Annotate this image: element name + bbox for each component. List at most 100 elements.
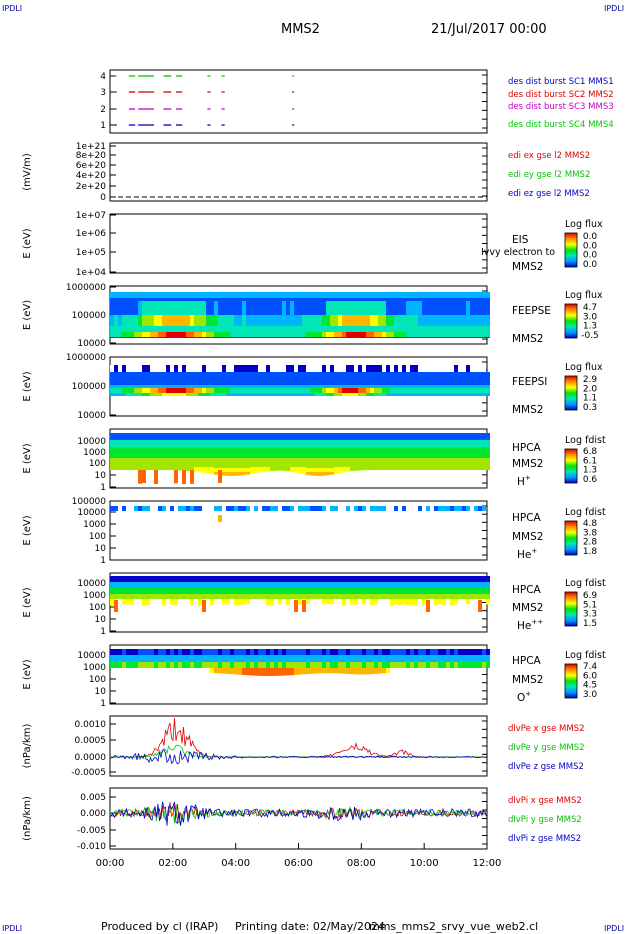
spectrogram-cell xyxy=(406,655,410,662)
spectrogram-cell xyxy=(246,433,250,440)
spectrogram-cell xyxy=(310,298,314,301)
spectrogram-cell xyxy=(214,668,218,674)
spectrogram-cell xyxy=(118,467,122,471)
spectrogram-cell xyxy=(362,292,366,298)
colorbar-tick-label: 1.5 xyxy=(583,619,597,629)
spectrogram-cell xyxy=(266,433,270,440)
spectrogram-cell xyxy=(258,337,262,338)
spectrogram-cell xyxy=(178,458,182,467)
spectrogram-cell xyxy=(398,582,402,588)
spectrogram-cell xyxy=(394,440,398,447)
species-label: O+ xyxy=(517,690,531,704)
spectrogram-cell xyxy=(250,582,254,588)
spectrogram-cell xyxy=(382,301,386,315)
spectrogram-cell xyxy=(446,588,450,594)
spectrogram-cell xyxy=(438,576,442,582)
x-tick-label: 10:00 xyxy=(410,858,439,869)
spectrogram-cell xyxy=(310,649,314,655)
spectrogram-cell xyxy=(154,649,158,655)
spectrogram-cell xyxy=(158,467,162,471)
spectrogram-cell xyxy=(394,447,398,458)
spectrogram-cell xyxy=(398,372,402,385)
spectrogram-cell xyxy=(110,506,114,511)
spectrogram-cell xyxy=(206,433,210,440)
spectrogram-cell xyxy=(114,655,118,662)
spectrogram-cell xyxy=(470,298,474,301)
spectrogram-cell xyxy=(386,662,390,668)
spectrogram-cell xyxy=(458,292,462,298)
spectrogram-cell xyxy=(242,668,246,676)
spectrogram-cell xyxy=(270,372,274,385)
spectrogram-cell xyxy=(150,337,154,338)
spectrogram-cell xyxy=(110,458,114,467)
spectrogram-cell xyxy=(482,301,486,315)
spectrogram-cell xyxy=(154,470,158,484)
spectrogram-cell xyxy=(458,326,462,332)
spectrogram-cell xyxy=(314,458,318,467)
spectrogram-cell xyxy=(430,594,434,599)
spectrogram-cell xyxy=(214,649,218,655)
spectrogram-cell xyxy=(322,315,326,326)
spectrogram-cell xyxy=(402,388,406,393)
spectrogram-cell xyxy=(170,447,174,458)
spectrogram-cell xyxy=(430,315,434,326)
panel-10-ytick-label: -0.005 xyxy=(77,826,106,836)
colorbar-tick-label: 2.0 xyxy=(583,384,598,394)
spectrogram-cell xyxy=(314,433,318,440)
spectrogram-cell xyxy=(406,292,410,298)
spectrogram-cell xyxy=(462,588,466,594)
spectrogram-cell xyxy=(134,588,138,594)
spectrogram-cell xyxy=(426,588,430,594)
spectrogram-cell xyxy=(334,388,338,393)
spectrogram-cell xyxy=(382,298,386,301)
spectrogram-cell xyxy=(262,582,266,588)
spectrogram-cell xyxy=(170,576,174,582)
spectrogram-cell xyxy=(474,292,478,298)
spectrogram-cell xyxy=(394,599,398,605)
spectrogram-cell xyxy=(402,372,406,385)
spectrogram-cell xyxy=(310,337,314,338)
spectrogram-cell xyxy=(486,594,490,599)
spectrogram-cell xyxy=(218,588,222,594)
spectrogram-cell xyxy=(226,433,230,440)
spectrogram-cell xyxy=(290,315,294,326)
spectrogram-cell xyxy=(110,467,114,470)
spectrogram-cell xyxy=(230,458,234,467)
spectrogram-cell xyxy=(390,301,394,315)
spectrogram-cell xyxy=(190,447,194,458)
spectrogram-cell xyxy=(430,292,434,298)
spectrogram-cell xyxy=(378,433,382,440)
spectrogram-cell xyxy=(258,649,262,655)
spectrogram-cell xyxy=(366,433,370,440)
spectrogram-cell xyxy=(302,315,306,326)
spectrogram-cell xyxy=(346,662,350,668)
spectrogram-cell xyxy=(234,468,238,472)
instrument-label: HPCA xyxy=(512,442,542,454)
spectrogram-cell xyxy=(454,315,458,326)
spectrogram-cell xyxy=(330,506,334,511)
spectrogram-cell xyxy=(342,292,346,298)
spectrogram-cell xyxy=(154,467,158,471)
spectrogram-cell xyxy=(306,599,310,605)
spectrogram-cell xyxy=(218,506,222,511)
spectrogram-cell xyxy=(390,433,394,440)
spectrogram-cell xyxy=(282,388,286,393)
spectrogram-cell xyxy=(138,315,142,326)
spectrogram-cell xyxy=(162,315,166,326)
spectrogram-cell xyxy=(322,292,326,298)
spectrogram-cell xyxy=(374,298,378,301)
spectrogram-cell xyxy=(374,506,378,511)
spectrogram-cell xyxy=(466,594,470,599)
legend-entry: dlvPi z gse MMS2 xyxy=(508,834,581,844)
spectrogram-cell xyxy=(322,298,326,301)
spectrogram-cell xyxy=(354,599,358,605)
colorbar-title: Log flux xyxy=(565,219,603,230)
spectrogram-cell xyxy=(414,649,418,655)
spectrogram-cell xyxy=(294,301,298,315)
spectrogram-cell xyxy=(206,662,210,668)
spectrogram-cell xyxy=(206,292,210,298)
spectrogram-cell xyxy=(234,372,238,385)
spectrogram-cell xyxy=(258,468,262,472)
spectrogram-cell xyxy=(202,315,206,326)
spectrogram-cell xyxy=(350,655,354,662)
